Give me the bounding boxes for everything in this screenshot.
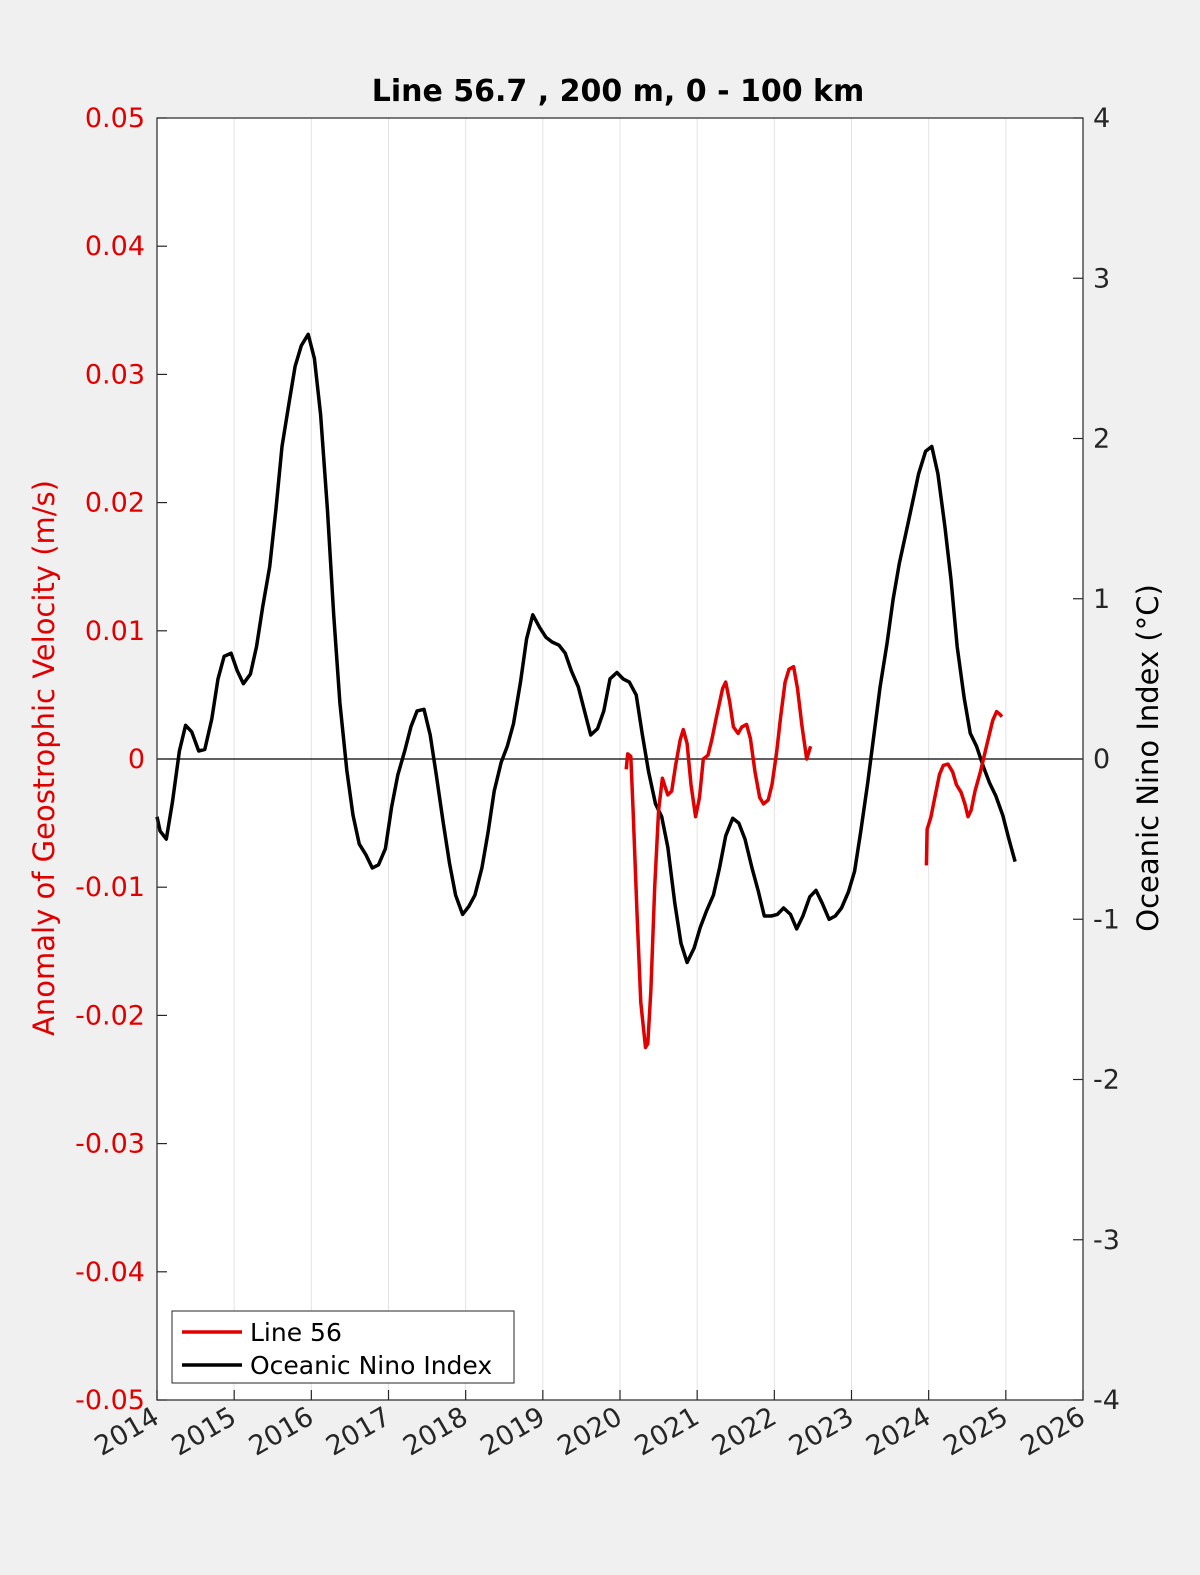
y-axis-left-label: Anomaly of Geostrophic Velocity (m/s) [27,480,61,1036]
y-right-tick-label: -1 [1093,904,1120,935]
y-left-tick-label: 0.04 [85,231,145,262]
y-right-tick-label: 1 [1093,584,1110,615]
y-right-tick-label: 3 [1093,263,1110,294]
series-line-oni [155,332,1017,965]
y-right-tick-label: -4 [1093,1385,1120,1416]
series-line-56-segment [624,664,813,1050]
y-left-tick-label: 0.02 [85,488,145,519]
series-layer [155,332,1017,1050]
y-left-tick-label: -0.05 [75,1385,145,1416]
y-right-tick-label: -2 [1093,1065,1120,1096]
y-left-tick-label: 0.03 [85,359,145,390]
right-y-axis: 4 3 2 1 0 -1 -2 -3 -4 [1073,103,1120,1416]
y-right-tick-label: 0 [1093,744,1110,775]
chart-title: Line 56.7 , 200 m, 0 - 100 km [372,74,865,109]
legend-label-line-56: Line 56 [250,1318,342,1347]
left-y-axis: 0.05 0.04 0.03 0.02 0.01 0 -0.01 -0.02 -0.03 -0.0… [75,103,167,1416]
y-axis-right-label: Oceanic Nino Index (°C) [1131,584,1165,932]
y-right-tick-label: -3 [1093,1225,1120,1256]
legend-box [171,1310,515,1384]
legend-label-oni: Oceanic Nino Index [250,1351,492,1380]
y-left-tick-label: 0.01 [85,616,145,647]
y-left-tick-label: -0.01 [75,872,145,903]
y-left-tick-label: -0.04 [75,1257,145,1288]
y-right-tick-label: 4 [1093,103,1110,134]
y-left-tick-label: -0.03 [75,1129,145,1160]
y-left-tick-label: 0 [128,744,145,775]
legend: Line 56 Oceanic Nino Index [171,1310,515,1384]
y-left-tick-label: -0.02 [75,1000,145,1031]
series-line-56-segment [924,709,1004,866]
y-right-tick-label: 2 [1093,424,1110,455]
y-left-tick-label: 0.05 [85,103,145,134]
